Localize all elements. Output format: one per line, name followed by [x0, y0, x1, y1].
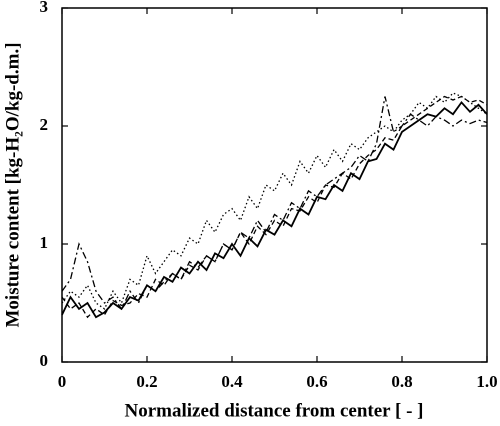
x-tick-label: 0.8 — [391, 372, 412, 391]
y-axis-title: Moisture content [kg-H₂O/kg-d.m.] — [2, 42, 23, 327]
x-tick-label: 0 — [58, 372, 67, 391]
y-tick-label: 0 — [40, 351, 49, 370]
series-line — [61, 100, 488, 319]
x-tick-label: 0.2 — [136, 372, 157, 391]
y-tick-label: 2 — [40, 115, 49, 134]
y-tick-label: 3 — [40, 0, 49, 16]
x-tick-label: 0.4 — [221, 372, 243, 391]
series-line — [61, 92, 488, 310]
x-axis-title: Normalized distance from center [ - ] — [125, 400, 424, 421]
x-tick-label: 1.0 — [476, 372, 497, 391]
y-tick-label: 1 — [40, 233, 49, 252]
series-line — [61, 96, 488, 311]
plot-frame — [61, 7, 488, 363]
series-line — [61, 95, 488, 319]
x-tick-label: 0.6 — [306, 372, 327, 391]
